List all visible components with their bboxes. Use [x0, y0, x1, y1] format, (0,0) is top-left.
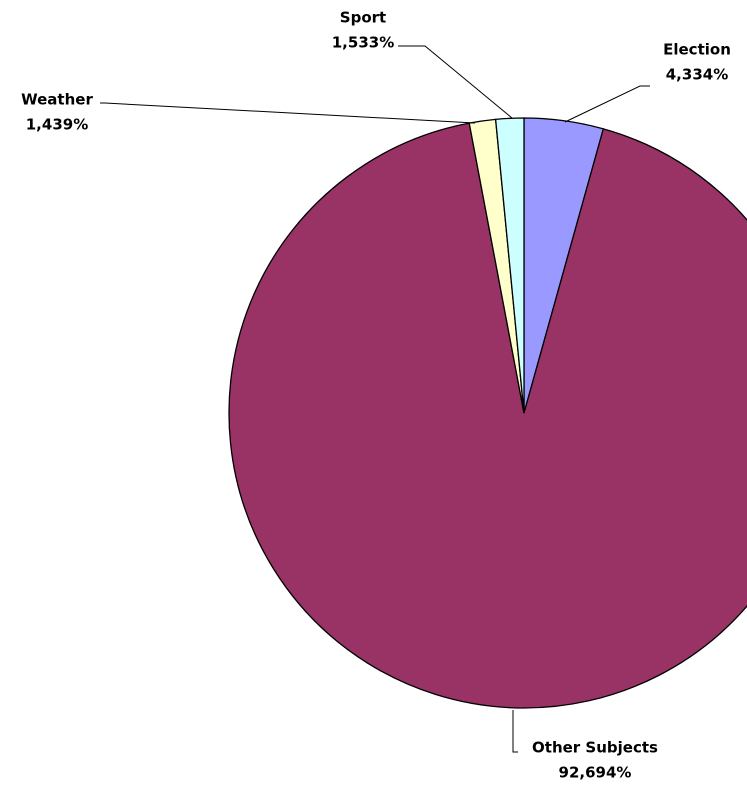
pie-slice — [228, 122, 747, 709]
slice-label: Election — [663, 41, 731, 59]
slice-value-label: 1,439% — [26, 116, 88, 134]
leader-line — [564, 85, 650, 123]
slice-label: Other Subjects — [532, 739, 658, 757]
slice-value-label: 4,334% — [666, 66, 728, 84]
slice-label: Weather — [21, 91, 93, 109]
pie-slice — [494, 117, 525, 414]
slice-value-label: 1,533% — [332, 34, 394, 52]
slice-value-label: 92,694% — [559, 764, 632, 782]
leader-line — [100, 102, 476, 124]
leader-line — [398, 45, 513, 119]
slice-label: Sport — [340, 9, 386, 27]
leader-line — [512, 710, 518, 753]
